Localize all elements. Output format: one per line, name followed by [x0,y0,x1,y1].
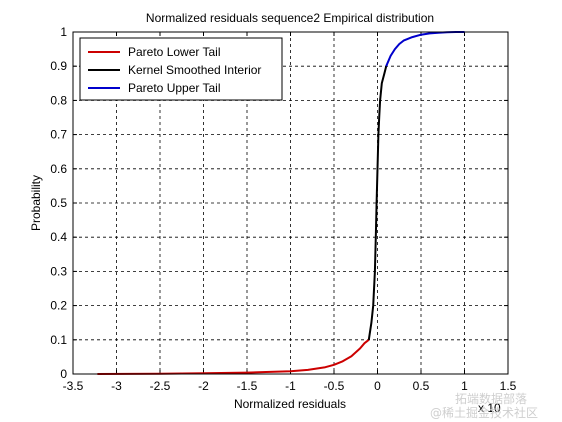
y-tick-label: 0.1 [50,333,67,347]
y-tick-label: 0.8 [50,93,67,107]
x-tick-label: -3 [111,379,122,393]
x-tick-label: -1.5 [237,379,258,393]
series-line-2 [367,65,388,340]
y-tick-label: 0.2 [50,299,67,313]
x-tick-label: -1 [285,379,296,393]
x-tick-label: 1.5 [500,379,517,393]
y-axis-label: Probability [29,175,43,231]
y-tick-label: 0.7 [50,128,67,142]
plot-frame [72,31,509,375]
x-axis-exponent-label: x 10 [478,401,501,415]
watermark-text-2: 拓端数据部落 [455,392,528,406]
x-tick-label: -2 [198,379,209,393]
legend: Pareto Lower Tail Kernel Smoothed Interio… [79,37,283,101]
y-tick-label: 0.5 [50,196,67,210]
legend-entry-label: Pareto Lower Tail [128,45,221,59]
watermark-text-1: @稀土掘金技术社区 [430,406,539,420]
y-tick-label: 1 [60,25,67,39]
series-line-1 [97,339,370,375]
x-tick-label: 1 [461,379,468,393]
legend-entry-label: Kernel Smoothed Interior [128,63,261,77]
x-axis-ticks: -3.5 -3 -2.5 -2 -1.5 -1 -0.5 0 0.5 1 1.5 [63,32,517,393]
legend-entry-label: Pareto Upper Tail [128,81,221,95]
x-tick-label: -0.5 [324,379,345,393]
y-tick-label: 0.9 [50,59,67,73]
x-tick-label: 0.5 [413,379,430,393]
x-tick-label: -2.5 [150,379,171,393]
chart-title: Normalized residuals sequence2 Empirical… [146,11,434,25]
y-tick-label: 0.6 [50,162,67,176]
y-tick-label: 0.4 [50,230,67,244]
y-tick-label: 0.3 [50,264,67,278]
y-tick-label: 0 [60,367,67,381]
y-axis-ticks: 0 0.1 0.2 0.3 0.4 0.5 0.6 0.7 0.8 0.9 1 [50,25,508,381]
x-tick-label: 0 [374,379,381,393]
x-axis-label: Normalized residuals [234,397,346,411]
x-tick-label: -3.5 [63,379,84,393]
